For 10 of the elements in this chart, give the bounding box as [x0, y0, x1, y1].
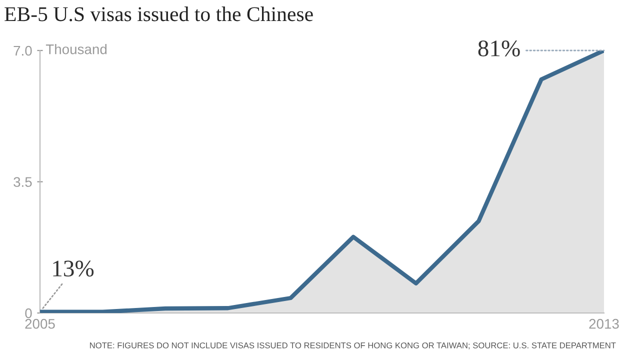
- annotation: 81%: [478, 40, 520, 56]
- y-tick-label: 3.5: [14, 177, 32, 187]
- y-tick-label: 0: [25, 308, 32, 318]
- x-tick-label: 2005: [25, 318, 55, 329]
- text: NOTE: FIGURES DO NOT INCLUDE VISAS ISSUED TO RESIDENTS OF HONG KONG OR TAIWAN; SOURCE: U.S. STATE DEPARTMENT: [90, 342, 616, 350]
- y-axis-title: Thousand: [46, 44, 107, 54]
- chart-title: EB-5 U.S visas issued to the Chinese: [4, 6, 313, 22]
- x-tick-label: 2013: [589, 318, 619, 329]
- annotation: 13%: [53, 260, 94, 277]
- y-tick-label: 7.0: [14, 46, 32, 56]
